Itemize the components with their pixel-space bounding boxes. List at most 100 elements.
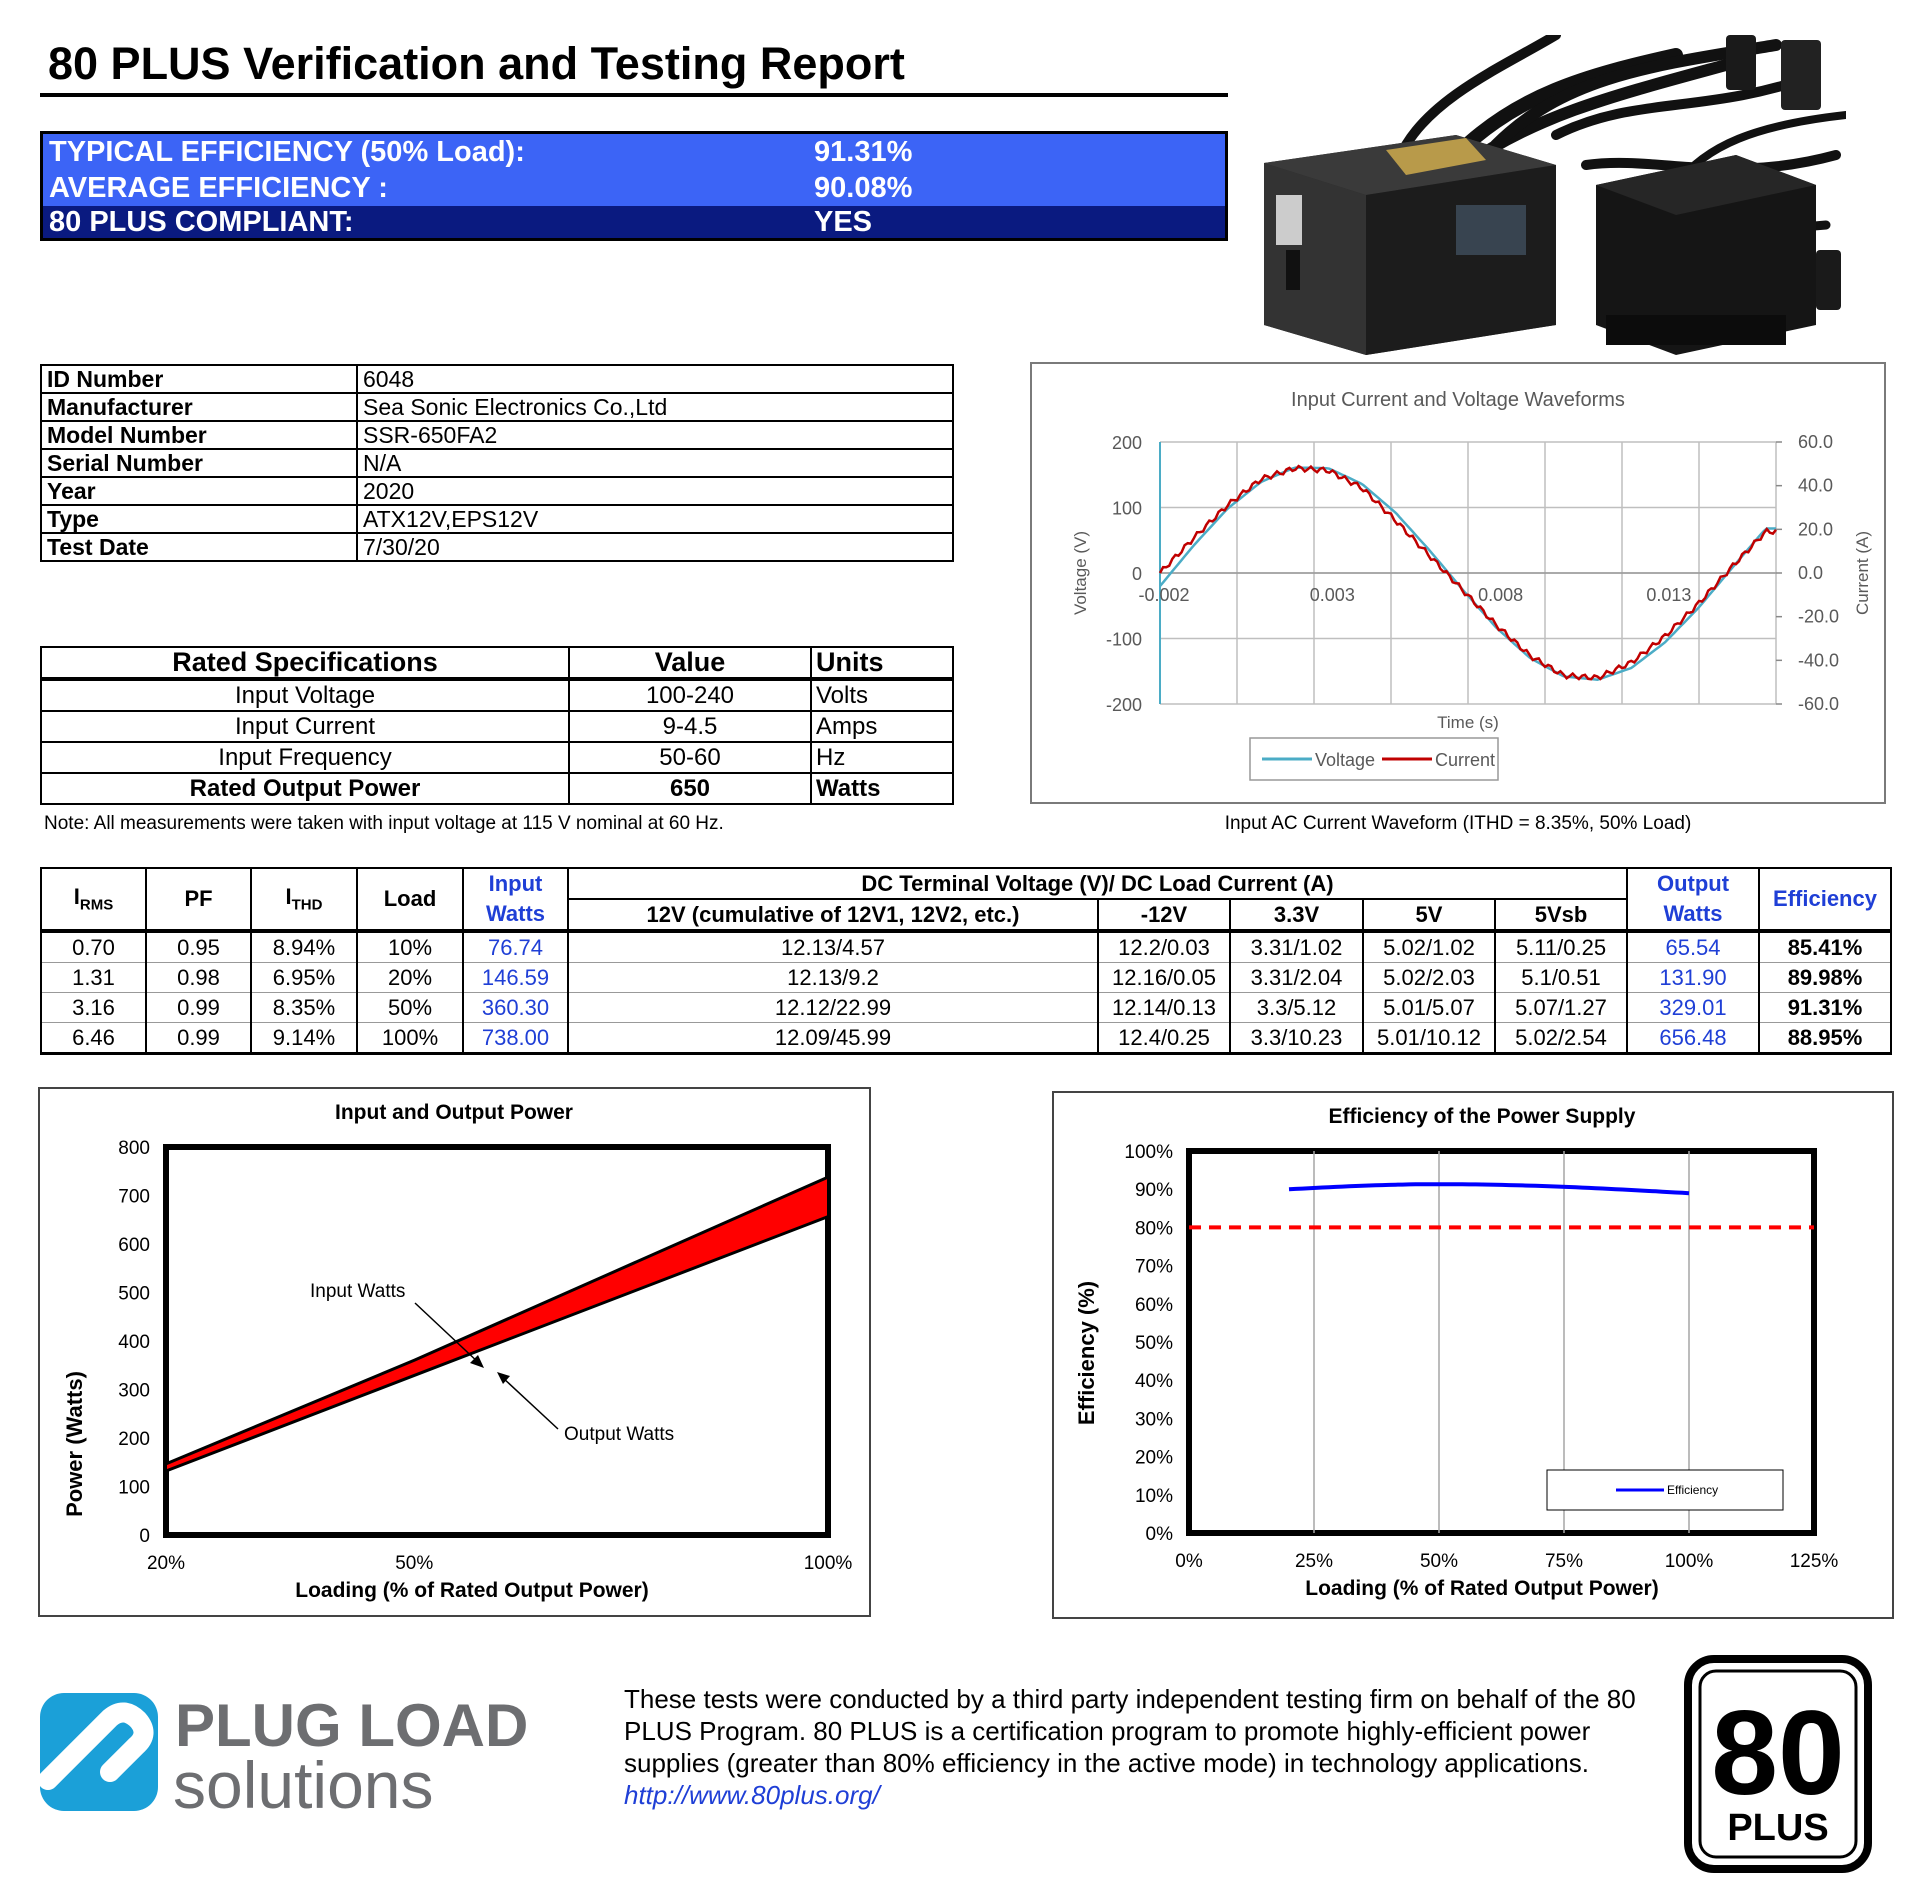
power-supply-photo <box>1256 35 1846 355</box>
ithd-header: ITHD <box>250 867 358 933</box>
dc-minus12v-cell: 12.2/0.03 <box>1097 930 1231 963</box>
rated-spec-row: Rated Output Power 650 Watts <box>40 772 954 805</box>
product-info-value: 7/30/20 <box>356 532 954 562</box>
efficiency-y-tick-label: 30% <box>1135 1409 1173 1430</box>
power-y-tick-label: 200 <box>118 1429 150 1450</box>
report-title: 80 PLUS Verification and Testing Report <box>48 38 905 89</box>
measurements-body: 0.70 0.95 8.94% 10% 76.74 12.13/4.57 12.2/0.03… <box>40 930 1892 1055</box>
power-chart: Input and Output Power 0 100 200 300 400 500 60… <box>62 1101 853 1602</box>
efficiency-y-tick-label: 60% <box>1135 1295 1173 1316</box>
y2-tick-label: 20.0 <box>1798 519 1833 539</box>
measurements-table: IRMS PF ITHD Load Input DC Terminal Volt… <box>40 867 1892 1055</box>
product-info-label: ID Number <box>40 364 358 394</box>
dc-minus12v-cell: 12.16/0.05 <box>1097 962 1231 993</box>
product-info-row: ID Number 6048 <box>40 364 954 394</box>
y-tick-label: -100 <box>1106 630 1142 650</box>
input-watts-header-1: Input <box>462 867 569 899</box>
efficiency-x-tick-label: 0% <box>1175 1551 1203 1572</box>
product-info-value: 6048 <box>356 364 954 394</box>
rated-spec-unit: Amps <box>810 710 954 743</box>
power-x-tick-label: 100% <box>804 1553 853 1574</box>
x-tick-label: 0.003 <box>1310 585 1355 605</box>
logo-line1: PLUG LOAD <box>175 1692 528 1759</box>
efficiency-legend-label: Efficiency <box>1667 1483 1718 1497</box>
title-rule <box>40 93 1228 97</box>
x-tick-label: 0.008 <box>1478 585 1523 605</box>
rated-spec-value: 9-4.5 <box>568 710 812 743</box>
y2-tick-label: 0.0 <box>1798 563 1823 583</box>
efficiency-x-tick-label: 25% <box>1295 1551 1333 1572</box>
rated-spec-unit: Volts <box>810 678 954 712</box>
footer-disclaimer: These tests were conducted by a third pa… <box>624 1683 1674 1811</box>
waveform-caption: Input AC Current Waveform (ITHD = 8.35%,… <box>1224 813 1692 834</box>
dc-3v3-cell: 3.31/1.02 <box>1229 930 1364 963</box>
ithd-cell: 8.35% <box>250 992 358 1023</box>
product-info-table: ID Number 6048 Manufacturer Sea Sonic Elect… <box>40 364 954 562</box>
typical-efficiency-value: 91.31% <box>814 136 913 168</box>
ithd-header-sub: THD <box>291 896 323 914</box>
efficiency-series-line <box>1288 1182 1690 1196</box>
rated-spec-row: Input Voltage 100-240 Volts <box>40 678 954 712</box>
dc-5vsb-cell: 5.07/1.27 <box>1494 992 1628 1023</box>
dc-minus12v-header: -12V <box>1097 898 1231 933</box>
pf-cell: 0.99 <box>145 992 252 1023</box>
measurements-header-row-2: Watts 12V (cumulative of 12V1, 12V2, etc… <box>41 898 1891 933</box>
efficiency-y-tick-label: 70% <box>1135 1257 1173 1278</box>
product-info-value: N/A <box>356 448 954 478</box>
rated-spec-name: Rated Output Power <box>40 772 570 805</box>
product-info-value: ATX12V,EPS12V <box>356 504 954 534</box>
input-watts-annotation: Input Watts <box>310 1281 405 1302</box>
average-efficiency-row: AVERAGE EFFICIENCY : 90.08% <box>43 170 1225 206</box>
y2-tick-label: -20.0 <box>1798 607 1839 627</box>
irms-header-sub: RMS <box>79 896 114 914</box>
legend-current-label: Current <box>1435 750 1495 770</box>
y2-tick-label: -40.0 <box>1798 650 1839 670</box>
power-x-tick-label: 20% <box>147 1553 185 1574</box>
rated-spec-unit: Hz <box>810 741 954 774</box>
rated-specs-table: Rated Specifications Value Units Input V… <box>40 646 954 805</box>
value-header: Value <box>568 646 812 681</box>
average-efficiency-label: AVERAGE EFFICIENCY : <box>49 172 388 204</box>
waveform-series-current <box>1158 464 1777 681</box>
efficiency-plot-area <box>1186 1148 1817 1536</box>
product-info-row: Model Number SSR-650FA2 <box>40 420 954 450</box>
product-info-label: Manufacturer <box>40 392 358 422</box>
power-y-tick-label: 0 <box>139 1526 150 1547</box>
rated-specs-header: Rated Specifications <box>40 646 570 681</box>
compliance-label: 80 PLUS COMPLIANT: <box>49 206 354 238</box>
x-tick-label: 0.013 <box>1646 585 1691 605</box>
efficiency-x-tick-label: 125% <box>1790 1551 1839 1572</box>
product-info-row: Serial Number N/A <box>40 448 954 478</box>
power-y-tick-label: 300 <box>118 1381 150 1402</box>
efficiency-y-axis-label: Efficiency (%) <box>1074 1281 1099 1425</box>
efficiency-chart-frame: Efficiency of the Power Supply 0% 10% 20% 30… <box>1052 1091 1894 1619</box>
rated-spec-value: 100-240 <box>568 678 812 712</box>
efficiency-chart: Efficiency of the Power Supply 0% 10% 20% 30… <box>1074 1105 1839 1600</box>
measurement-row: 0.70 0.95 8.94% 10% 76.74 12.13/4.57 12.2/0.03… <box>40 930 1892 963</box>
compliance-value: YES <box>814 206 873 238</box>
load-header: Load <box>356 867 464 933</box>
irms-cell: 3.16 <box>40 992 147 1023</box>
efficiency-cell: 89.98% <box>1758 962 1892 993</box>
power-y-tick-label: 700 <box>118 1187 150 1208</box>
dc-3v3-cell: 3.3/5.12 <box>1229 992 1364 1023</box>
pf-header: PF <box>145 867 252 933</box>
power-y-tick-label: 800 <box>118 1138 150 1159</box>
dc-5vsb-header: 5Vsb <box>1494 898 1628 933</box>
power-y-tick-label: 500 <box>118 1284 150 1305</box>
dc-5vsb-cell: 5.02/2.54 <box>1494 1022 1628 1055</box>
dc-3v3-cell: 3.3/10.23 <box>1229 1022 1364 1055</box>
y2-axis-label: Current (A) <box>1853 531 1872 615</box>
load-cell: 50% <box>356 992 464 1023</box>
x-axis-label: Time (s) <box>1437 713 1499 732</box>
ithd-cell: 8.94% <box>250 930 358 963</box>
rated-specs-body: Input Voltage 100-240 Volts Input Current 9-… <box>40 678 954 805</box>
measurements-header-row-1: IRMS PF ITHD Load Input DC Terminal Volt… <box>40 867 1892 933</box>
80-plus-badge: 80 PLUS <box>1684 1655 1872 1873</box>
x-tick-label: -0.002 <box>1138 585 1189 605</box>
power-x-tick-label: 50% <box>395 1553 433 1574</box>
dc-5v-cell: 5.02/1.02 <box>1362 930 1496 963</box>
dc-12v-cell: 12.09/45.99 <box>567 1022 1099 1055</box>
footer-link[interactable]: http://www.80plus.org/ <box>624 1780 880 1810</box>
efficiency-y-tick-label: 50% <box>1135 1333 1173 1354</box>
